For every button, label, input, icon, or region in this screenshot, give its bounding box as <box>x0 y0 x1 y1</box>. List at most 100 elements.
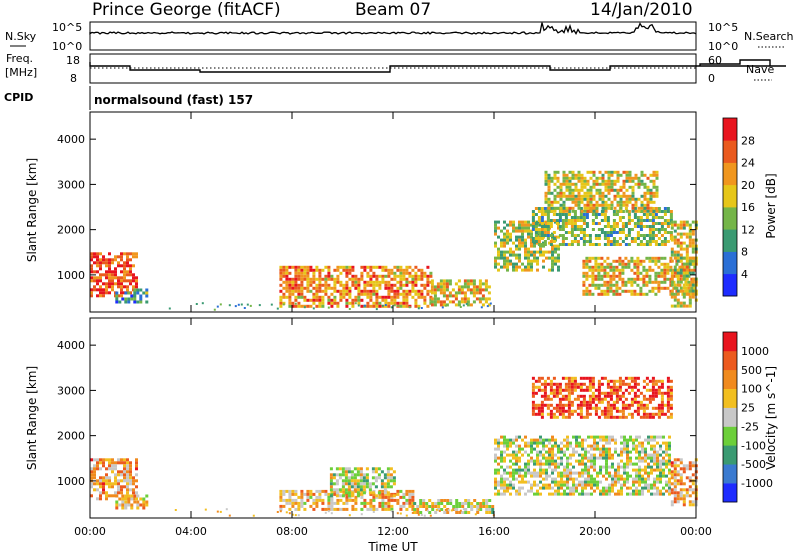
data-cell <box>621 400 625 404</box>
data-cell <box>563 465 566 469</box>
data-cell <box>618 228 622 231</box>
data-cell <box>558 403 562 407</box>
data-cell <box>503 483 506 487</box>
data-cell <box>527 468 530 472</box>
data-cell <box>554 244 557 248</box>
data-cell <box>99 485 102 489</box>
data-cell <box>539 471 542 475</box>
data-cell <box>420 283 424 287</box>
data-cell <box>436 282 440 286</box>
data-cell <box>444 508 447 511</box>
data-cell <box>608 438 611 442</box>
data-cell <box>135 491 138 495</box>
data-cell <box>606 391 610 395</box>
data-cell <box>636 394 640 398</box>
data-cell <box>640 206 644 210</box>
data-cell <box>494 226 497 230</box>
data-cell <box>527 471 530 475</box>
data-cell <box>132 255 135 259</box>
data-cell <box>393 283 397 287</box>
data-cell <box>449 499 453 502</box>
data-cell <box>399 489 403 493</box>
data-cell <box>509 480 512 484</box>
data-cell <box>621 277 625 281</box>
data-cell <box>506 438 509 442</box>
data-cell <box>602 438 605 442</box>
data-cell <box>622 179 626 183</box>
data-cell <box>557 474 560 478</box>
data-cell <box>117 282 120 286</box>
data-cell <box>515 477 518 481</box>
data-cell <box>580 179 584 183</box>
data-cell <box>597 394 601 398</box>
data-cell <box>503 438 506 442</box>
data-cell <box>576 385 580 389</box>
data-cell <box>567 379 571 383</box>
data-cell <box>285 295 289 299</box>
data-cell <box>627 262 631 266</box>
data-cell <box>558 388 562 392</box>
data-cell <box>576 225 580 228</box>
data-cell <box>553 176 557 180</box>
data-cell <box>336 507 340 511</box>
data-cell <box>509 459 512 463</box>
data-cell <box>531 222 535 225</box>
data-cell <box>607 182 611 186</box>
data-cell <box>387 295 391 299</box>
data-cell <box>102 258 105 262</box>
data-cell <box>543 240 547 243</box>
data-cell <box>654 406 658 410</box>
data-cell <box>481 303 485 307</box>
data-cell <box>561 406 565 410</box>
data-cell <box>117 461 120 465</box>
data-cell <box>617 489 620 493</box>
data-cell <box>489 302 492 305</box>
data-cell <box>594 397 598 401</box>
data-cell <box>660 271 664 275</box>
data-cell <box>657 259 661 263</box>
data-cell <box>416 508 420 511</box>
data-cell <box>345 265 349 269</box>
data-cell <box>620 474 623 478</box>
data-cell <box>351 498 355 502</box>
data-cell <box>487 303 491 307</box>
data-cell <box>132 276 135 280</box>
data-cell <box>620 447 623 451</box>
data-cell <box>606 409 610 413</box>
data-cell <box>584 450 587 454</box>
data-cell <box>414 274 418 278</box>
data-cell <box>351 301 355 305</box>
data-cell <box>360 304 364 308</box>
data-cell <box>145 500 149 504</box>
data-cell <box>93 476 96 480</box>
colorbar-swatch <box>723 369 737 389</box>
data-cell <box>587 471 590 475</box>
data-cell <box>402 492 406 496</box>
y-tick-label: 2000 <box>57 430 85 443</box>
data-cell <box>635 444 638 448</box>
data-cell <box>491 508 495 511</box>
data-cell <box>315 498 319 502</box>
data-cell <box>563 492 566 496</box>
data-cell <box>548 438 551 442</box>
data-cell <box>625 176 629 180</box>
data-cell <box>369 498 373 502</box>
data-cell <box>668 435 671 439</box>
data-cell <box>613 188 617 192</box>
data-cell <box>565 206 569 210</box>
data-cell <box>99 294 102 298</box>
data-cell <box>336 274 340 278</box>
data-cell <box>387 304 391 308</box>
data-cell <box>439 288 443 292</box>
data-cell <box>633 400 637 404</box>
data-cell <box>644 456 647 460</box>
data-cell <box>682 271 686 275</box>
data-cell <box>546 237 550 240</box>
data-cell <box>663 286 667 290</box>
data-cell <box>515 229 518 233</box>
data-cell <box>405 295 409 299</box>
data-cell <box>460 291 464 295</box>
data-cell <box>663 231 667 234</box>
data-cell <box>374 476 378 480</box>
data-cell <box>539 438 542 442</box>
